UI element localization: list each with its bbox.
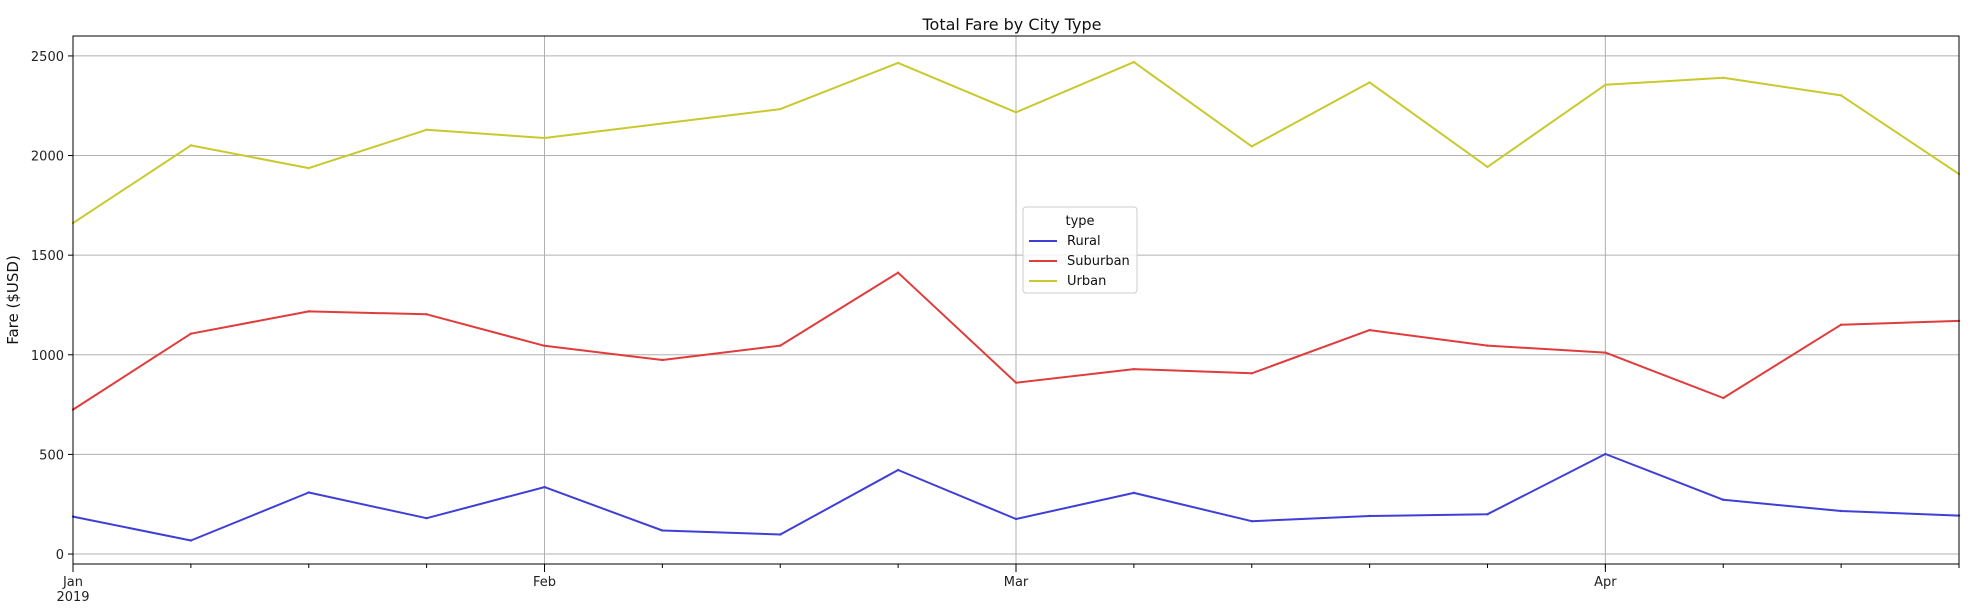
data-point-urban bbox=[1250, 145, 1253, 148]
data-point-rural bbox=[307, 491, 310, 494]
data-point-urban bbox=[1486, 165, 1489, 169]
y-tick-label: 500 bbox=[39, 448, 64, 463]
data-point-rural bbox=[189, 539, 193, 542]
legend-box bbox=[1022, 206, 1138, 294]
x-tick-label: Apr bbox=[1594, 575, 1617, 590]
data-point-urban bbox=[896, 61, 900, 65]
data-point-suburban bbox=[1250, 372, 1253, 375]
data-point-rural bbox=[661, 529, 664, 532]
data-point-urban bbox=[1132, 60, 1136, 64]
legend-label-suburban: Suburban bbox=[1067, 254, 1130, 269]
data-point-suburban bbox=[425, 313, 428, 316]
data-point-urban bbox=[661, 122, 664, 125]
data-point-rural bbox=[1250, 519, 1253, 523]
data-point-urban bbox=[1604, 83, 1607, 87]
data-point-urban bbox=[189, 144, 193, 147]
legend-label-urban: Urban bbox=[1067, 274, 1106, 289]
data-point-urban bbox=[1839, 94, 1843, 97]
series-lines bbox=[71, 60, 1961, 542]
x-tick-label: Mar bbox=[1004, 575, 1029, 590]
gridlines bbox=[72, 36, 1959, 564]
data-point-suburban bbox=[1132, 367, 1136, 371]
y-axis-label: Fare ($USD) bbox=[4, 255, 22, 345]
data-point-urban bbox=[779, 107, 782, 111]
data-point-rural bbox=[779, 533, 782, 536]
data-point-rural bbox=[1604, 452, 1607, 456]
legend-title: type bbox=[1065, 214, 1094, 229]
chart-title: Total Fare by City Type bbox=[921, 15, 1101, 34]
data-point-suburban bbox=[1604, 351, 1607, 354]
x-tick-label: Jan bbox=[62, 575, 83, 590]
data-point-rural bbox=[1368, 514, 1371, 518]
data-point-urban bbox=[425, 128, 428, 132]
legend: type Rural Suburban Urban bbox=[1022, 206, 1138, 294]
data-point-urban bbox=[307, 166, 310, 170]
y-tick-label: 1500 bbox=[31, 249, 64, 264]
data-point-suburban bbox=[1486, 344, 1489, 347]
data-point-suburban bbox=[661, 358, 664, 362]
x-tick-label: Feb bbox=[533, 575, 556, 590]
data-point-urban bbox=[1368, 81, 1371, 84]
data-point-rural bbox=[896, 468, 900, 472]
data-point-rural bbox=[1486, 512, 1489, 516]
data-point-rural bbox=[1014, 517, 1018, 521]
y-tick-label: 0 bbox=[56, 548, 64, 563]
y-tick-label: 2500 bbox=[31, 50, 64, 65]
data-point-suburban bbox=[779, 344, 782, 347]
data-point-urban bbox=[1722, 76, 1725, 80]
y-tick-label: 1000 bbox=[31, 349, 64, 364]
data-point-suburban bbox=[189, 332, 193, 335]
data-point-rural bbox=[1722, 498, 1725, 502]
data-point-rural bbox=[1132, 491, 1136, 495]
data-point-rural bbox=[425, 516, 428, 520]
data-point-rural bbox=[1839, 509, 1843, 513]
data-point-suburban bbox=[1368, 328, 1371, 332]
data-point-suburban bbox=[1014, 381, 1018, 384]
y-tick-label: 2000 bbox=[31, 150, 64, 165]
data-point-suburban bbox=[1839, 323, 1843, 326]
data-point-suburban bbox=[1722, 396, 1725, 400]
data-point-urban bbox=[1014, 111, 1018, 114]
data-point-urban bbox=[543, 136, 546, 140]
data-point-suburban bbox=[307, 310, 310, 313]
data-point-suburban bbox=[896, 271, 900, 274]
data-point-suburban bbox=[543, 344, 546, 348]
legend-label-rural: Rural bbox=[1067, 234, 1101, 249]
y-axis-ticks: 0 500 1000 1500 2000 2500 bbox=[31, 50, 73, 563]
data-point-rural bbox=[543, 485, 546, 489]
x-tick-year-label: 2019 bbox=[56, 590, 89, 605]
